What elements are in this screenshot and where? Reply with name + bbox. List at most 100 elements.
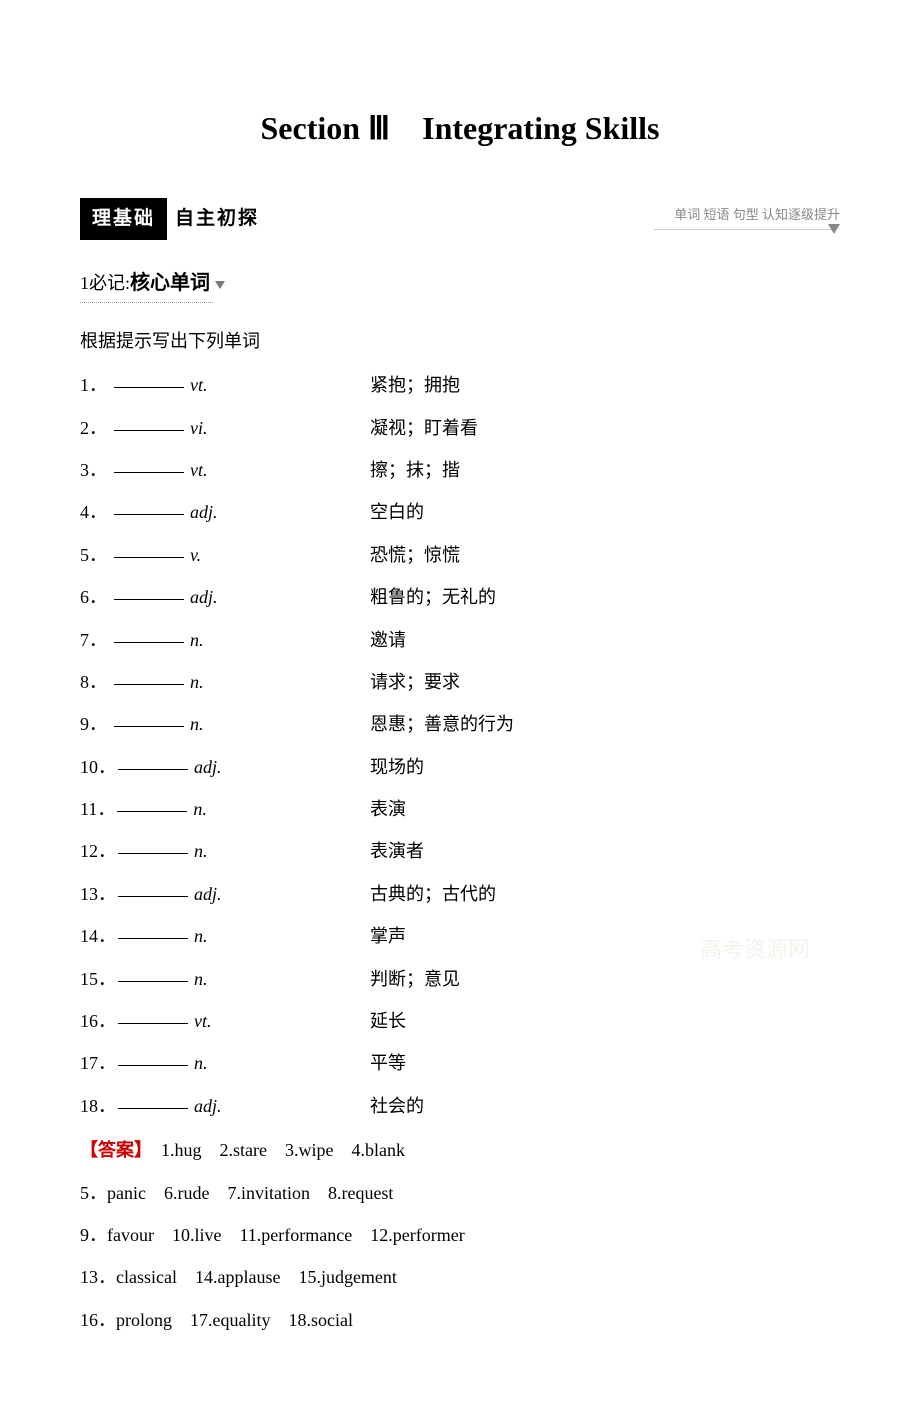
vocab-number: 18．	[80, 1090, 116, 1122]
vocab-number: 11．	[80, 793, 115, 825]
part-of-speech: n.	[194, 1047, 208, 1079]
vocab-row: 1． vt. 紧抱；拥抱	[80, 369, 840, 401]
vocab-meaning: 现场的	[370, 751, 840, 783]
part-of-speech: n.	[190, 708, 204, 740]
vocab-number: 3．	[80, 454, 112, 486]
vocab-meaning: 恩惠；善意的行为	[370, 708, 840, 740]
vocab-meaning: 掌声	[370, 920, 840, 952]
vocab-meaning: 请求；要求	[370, 666, 840, 698]
sub-header-label: 必记:	[89, 273, 130, 293]
vocab-left: 14．n.	[80, 920, 370, 952]
vocab-number: 5．	[80, 539, 112, 571]
vocab-number: 1．	[80, 369, 112, 401]
vocab-meaning: 表演者	[370, 835, 840, 867]
part-of-speech: adj.	[194, 878, 222, 910]
vocab-number: 6．	[80, 581, 112, 613]
part-of-speech: adj.	[190, 496, 218, 528]
vocab-number: 8．	[80, 666, 112, 698]
vocab-number: 17．	[80, 1047, 116, 1079]
vocab-left: 9． n.	[80, 708, 370, 740]
blank-line	[117, 811, 187, 812]
vocab-row: 5． v. 恐慌；惊慌	[80, 539, 840, 571]
vocab-meaning: 社会的	[370, 1090, 840, 1122]
vocab-number: 12．	[80, 835, 116, 867]
vocab-number: 16．	[80, 1005, 116, 1037]
vocab-row: 2． vi. 凝视；盯着看	[80, 412, 840, 444]
answer-line-0: 【答案】 1.hug 2.stare 3.wipe 4.blank	[80, 1134, 840, 1166]
part-of-speech: vt.	[190, 369, 208, 401]
part-of-speech: vt.	[194, 1005, 212, 1037]
vocab-meaning: 凝视；盯着看	[370, 412, 840, 444]
vocab-left: 2． vi.	[80, 412, 370, 444]
vocab-left: 5． v.	[80, 539, 370, 571]
vocab-left: 17． n.	[80, 1047, 370, 1079]
vocab-row: 18．adj.社会的	[80, 1090, 840, 1122]
vocab-number: 9．	[80, 708, 112, 740]
vocab-number: 2．	[80, 412, 112, 444]
vocab-left: 3． vt.	[80, 454, 370, 486]
vocab-row: 17． n.平等	[80, 1047, 840, 1079]
blank-line	[114, 557, 184, 558]
answer-text-0: 1.hug 2.stare 3.wipe 4.blank	[143, 1140, 405, 1160]
vocab-row: 9． n. 恩惠；善意的行为	[80, 708, 840, 740]
vocab-meaning: 古典的；古代的	[370, 878, 840, 910]
vocab-meaning: 空白的	[370, 496, 840, 528]
vocab-list: 1．vt.紧抱；拥抱2．vi.凝视；盯着看3． vt.擦；抹；揩4． adj.空…	[80, 369, 840, 1122]
sub-header-bold: 核心单词	[130, 272, 210, 294]
blank-line	[118, 1023, 188, 1024]
blank-line	[114, 430, 184, 431]
vocab-left: 11． n.	[80, 793, 370, 825]
vocab-row: 10．adj.现场的	[80, 751, 840, 783]
vocab-left: 1． vt.	[80, 369, 370, 401]
vocab-meaning: 粗鲁的；无礼的	[370, 581, 840, 613]
answer-line-3: 13．classical 14.applause 15.judgement	[80, 1261, 840, 1293]
vocab-meaning: 邀请	[370, 624, 840, 656]
vocab-meaning: 延长	[370, 1005, 840, 1037]
vocab-left: 8． n.	[80, 666, 370, 698]
blank-line	[114, 472, 184, 473]
section-header-left: 理基础 自主初探	[80, 198, 267, 240]
page-title: Section Ⅲ Integrating Skills	[80, 100, 840, 158]
section-header: 理基础 自主初探 单词 短语 句型 认知逐级提升	[80, 198, 840, 240]
vocab-row: 11． n. 表演	[80, 793, 840, 825]
vocab-meaning: 恐慌；惊慌	[370, 539, 840, 571]
vocab-meaning: 紧抱；拥抱	[370, 369, 840, 401]
vocab-number: 13．	[80, 878, 116, 910]
section-badge-dark: 理基础	[80, 198, 167, 240]
vocab-left: 4． adj.	[80, 496, 370, 528]
answer-label: 【答案】	[80, 1140, 143, 1160]
part-of-speech: adj.	[190, 581, 218, 613]
vocab-left: 18．adj.	[80, 1090, 370, 1122]
gray-line	[654, 229, 834, 230]
answers-section: 【答案】 1.hug 2.stare 3.wipe 4.blank 5．pani…	[80, 1134, 840, 1336]
part-of-speech: vt.	[190, 454, 208, 486]
blank-line	[114, 387, 184, 388]
vocab-meaning: 擦；抹；揩	[370, 454, 840, 486]
part-of-speech: adj.	[194, 751, 222, 783]
vocab-meaning: 表演	[370, 793, 840, 825]
blank-line	[114, 684, 184, 685]
part-of-speech: v.	[190, 539, 201, 571]
vocab-row: 13． adj. 古典的；古代的	[80, 878, 840, 910]
blank-line	[118, 981, 188, 982]
part-of-speech: n.	[190, 624, 204, 656]
blank-line	[118, 1065, 188, 1066]
vocab-row: 12． n. 表演者	[80, 835, 840, 867]
blank-line	[114, 599, 184, 600]
part-of-speech: n.	[194, 835, 208, 867]
part-of-speech: n.	[194, 963, 208, 995]
vocab-left: 15．n.	[80, 963, 370, 995]
blank-line	[118, 769, 188, 770]
blank-line	[114, 514, 184, 515]
vocab-left: 10．adj.	[80, 751, 370, 783]
vocab-row: 6． adj. 粗鲁的；无礼的	[80, 581, 840, 613]
vocab-left: 6． adj.	[80, 581, 370, 613]
part-of-speech: n.	[190, 666, 204, 698]
answer-line-2: 9．favour 10.live 11.performance 12.perfo…	[80, 1219, 840, 1251]
part-of-speech: n.	[193, 793, 207, 825]
vocab-row: 7．n.邀请	[80, 624, 840, 656]
blank-line	[118, 853, 188, 854]
section-badge-light: 自主初探	[167, 198, 267, 240]
vocab-meaning: 判断；意见	[370, 963, 840, 995]
part-of-speech: vi.	[190, 412, 208, 444]
